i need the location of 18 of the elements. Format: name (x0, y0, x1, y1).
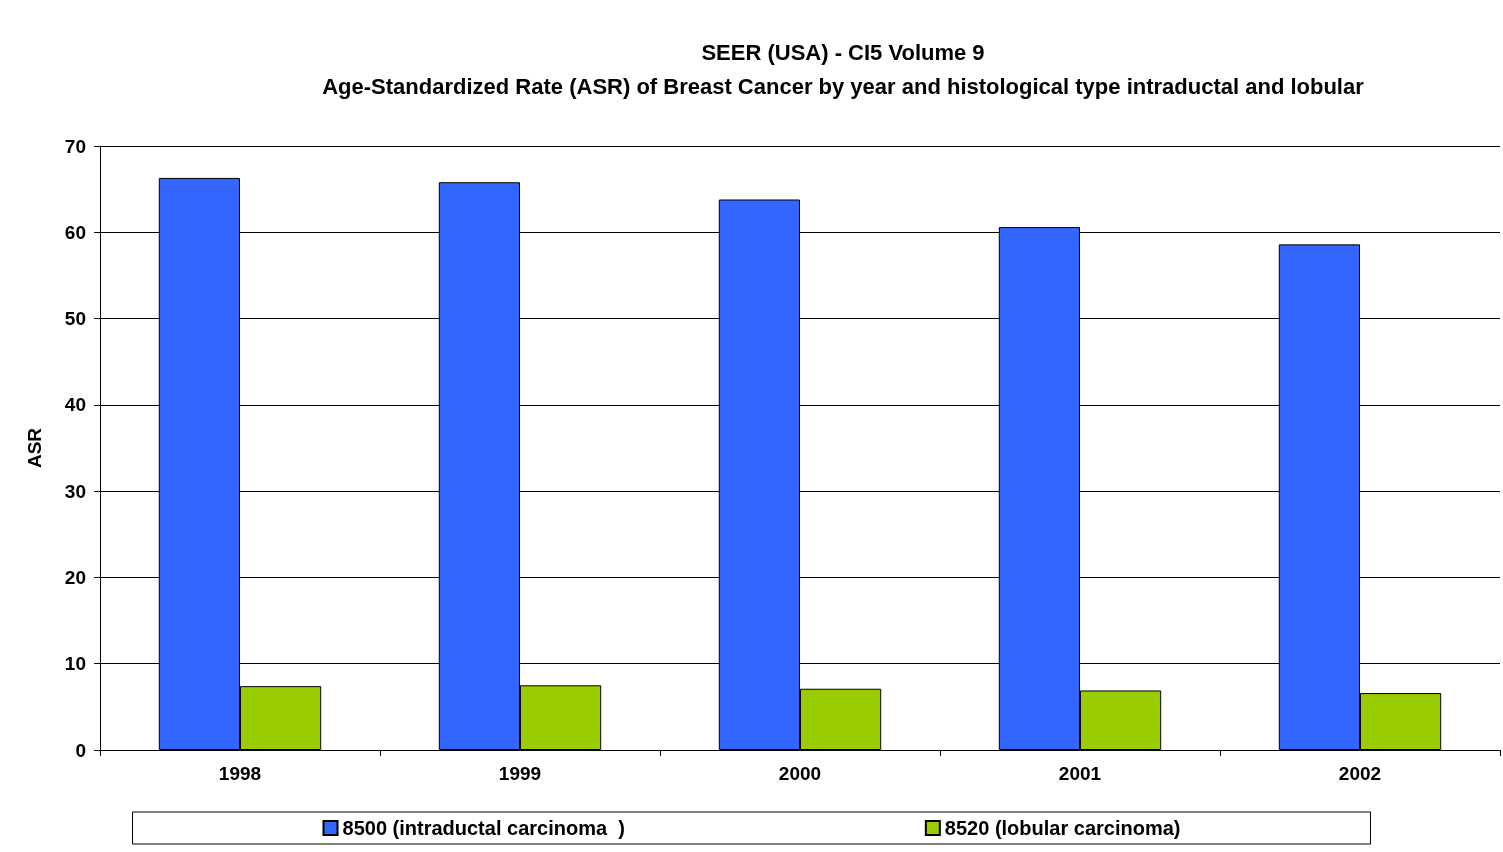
y-tick-label: 40 (64, 394, 86, 416)
x-tick-label: 1998 (218, 763, 262, 784)
y-tick-label: 20 (64, 566, 86, 588)
legend-label: 8520 (lobular carcinoma) (944, 817, 1181, 839)
y-axis-title: ASR (24, 427, 45, 469)
y-tick-label: 0 (75, 739, 86, 761)
x-tick-label: 2001 (1058, 763, 1102, 784)
y-tick-label: 60 (64, 221, 86, 243)
y-tick-label: 50 (64, 308, 86, 330)
y-tick-label: 70 (64, 135, 86, 157)
y-tick-label: 10 (64, 653, 86, 675)
legend-label: 8500 (intraductal carcinoma ) (342, 817, 625, 839)
x-tick-label: 2002 (1338, 763, 1382, 784)
chart-title: SEER (USA) - CI5 Volume 9 (701, 39, 985, 65)
x-tick-label: 2000 (778, 763, 822, 784)
chart-subtitle: Age-Standardized Rate (ASR) of Breast Cancer by year and histological type intraductal and lobular (322, 73, 1365, 99)
x-tick-label: 1999 (498, 763, 542, 784)
y-tick-label: 30 (64, 480, 86, 502)
